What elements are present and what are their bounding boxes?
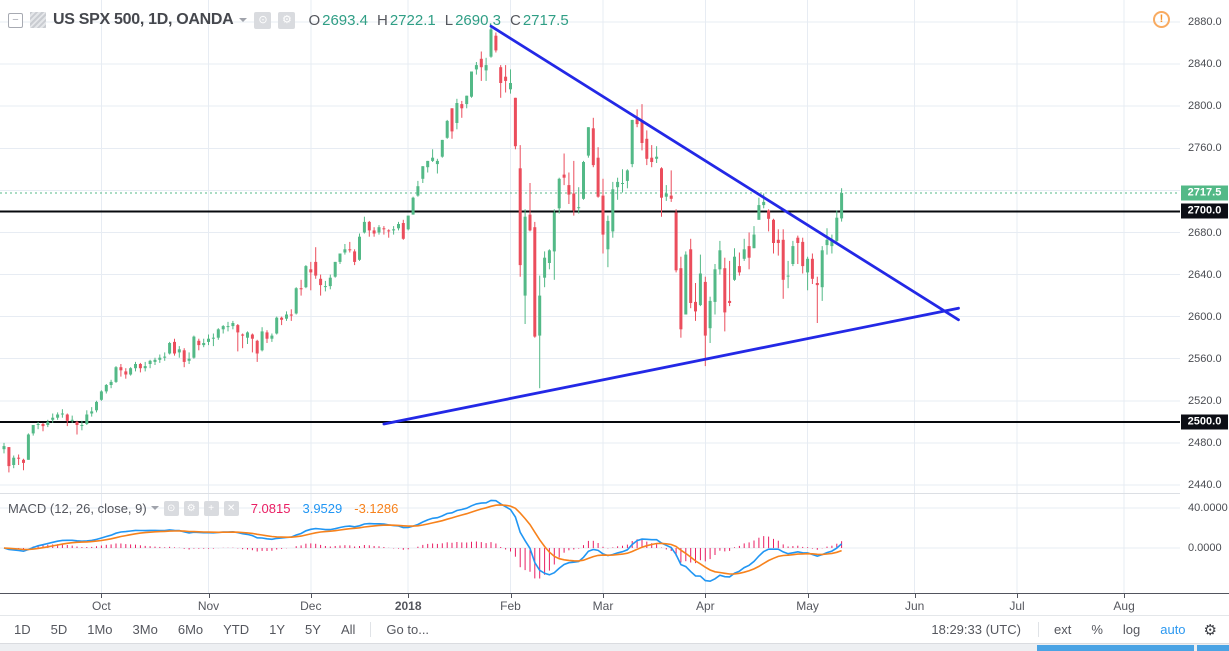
log-scale-button[interactable]: log	[1122, 622, 1141, 637]
time-axis-label: Apr	[695, 599, 715, 613]
time-axis-tick	[1017, 594, 1018, 598]
open-value: 2693.4	[322, 11, 368, 29]
time-axis-label: Mar	[592, 599, 614, 613]
toolbar-separator	[1037, 622, 1039, 637]
goto-button[interactable]: Go to...	[386, 622, 430, 637]
chart-settings-gear-icon[interactable]: ⚙	[1203, 621, 1217, 639]
trendlines[interactable]	[382, 24, 960, 426]
macd-line	[3, 499, 843, 583]
time-axis-tick	[510, 594, 512, 598]
range-button-1mo[interactable]: 1Mo	[87, 622, 113, 637]
time-axis[interactable]: Oct Nov Dec 2018 Feb Mar Apr May Jun Jul Aug	[0, 593, 1229, 615]
session-clock: 18:29:33 (UTC)	[931, 622, 1021, 637]
macd-axis-label: 40.0000	[1188, 502, 1228, 514]
time-axis-tick	[705, 594, 707, 598]
candlesticks	[2, 25, 844, 473]
time-axis-label: May	[796, 599, 819, 613]
time-axis-tick	[101, 594, 103, 598]
symbol-logo-icon	[30, 12, 46, 28]
time-axis-tick	[408, 594, 410, 598]
indicator-close-icon[interactable]: ✕	[223, 500, 239, 516]
warning-icon[interactable]: !	[1153, 11, 1170, 28]
indicator-header: MACD (12, 26, close, 9) ⊙ ⚙ + ✕ 7.0815 3…	[8, 500, 398, 516]
level-price-label: 2700.0	[1181, 203, 1228, 219]
level-price-label: 2500.0	[1181, 414, 1228, 430]
ohlc-values: O 2693.4 H 2722.1 L 2690.3 C 2717.5	[308, 12, 568, 29]
range-button-3mo[interactable]: 3Mo	[132, 622, 158, 637]
scrollbar-thumb-end[interactable]	[1197, 645, 1229, 651]
open-label: O	[308, 11, 321, 29]
scrollbar-thumb[interactable]	[1037, 645, 1194, 651]
indicator-add-icon[interactable]: +	[203, 500, 219, 516]
time-axis-label: Feb	[500, 599, 521, 613]
symbol-title[interactable]: US SPX 500, 1D, OANDA	[53, 11, 234, 28]
range-button-ytd[interactable]: YTD	[223, 622, 250, 637]
price-axis[interactable]: 2880.0 2840.0 2800.0 2760.0 2680.0 2640.0 2600…	[1180, 0, 1229, 593]
price-axis-label: 2520.0	[1188, 394, 1222, 407]
time-axis-label: Jul	[1009, 599, 1025, 613]
high-value: 2722.1	[389, 11, 436, 29]
low-label: L	[444, 11, 454, 29]
toolbar-separator	[370, 622, 372, 637]
range-button-5d[interactable]: 5D	[50, 622, 68, 637]
price-axis-label: 2480.0	[1188, 436, 1222, 449]
time-axis-tick	[807, 594, 809, 598]
hide-series-icon[interactable]: ⊙	[254, 11, 272, 29]
time-axis-label: 2018	[394, 599, 422, 613]
price-axis-label: 2800.0	[1188, 100, 1222, 113]
macd-histogram-value: 7.0815	[250, 500, 291, 516]
chevron-down-icon[interactable]	[150, 506, 159, 510]
price-axis-label: 2440.0	[1188, 479, 1222, 491]
macd-axis-label: 0.0000	[1188, 542, 1222, 554]
price-axis-label: 2560.0	[1188, 352, 1222, 365]
indicator-settings-gear-icon[interactable]: ⚙	[183, 500, 199, 516]
collapse-pane-icon[interactable]: −	[8, 12, 23, 28]
range-buttons-group: 1D 5D 1Mo 3Mo 6Mo YTD 1Y 5Y All	[4, 622, 365, 637]
close-value: 2717.5	[522, 11, 569, 29]
range-button-all[interactable]: All	[340, 622, 356, 637]
percent-scale-button[interactable]: %	[1091, 622, 1103, 637]
macd-signal-value: -3.1286	[354, 500, 399, 516]
series-settings-gear-icon[interactable]: ⚙	[278, 11, 296, 29]
macd-signal-line	[3, 504, 842, 575]
range-button-1d[interactable]: 1D	[14, 622, 31, 637]
price-axis-label: 2880.0	[1188, 16, 1222, 28]
macd-line-value: 3.9529	[302, 500, 343, 516]
time-axis-tick	[1124, 594, 1126, 598]
time-axis-tick	[310, 594, 312, 598]
range-button-6mo[interactable]: 6Mo	[177, 622, 204, 637]
time-axis-label: Jun	[905, 599, 925, 613]
range-button-5y[interactable]: 5Y	[305, 622, 321, 637]
time-axis-label: Oct	[92, 599, 111, 613]
grid-lines	[0, 0, 1180, 593]
price-axis-label: 2680.0	[1188, 226, 1222, 239]
price-axis-label: 2600.0	[1188, 310, 1222, 323]
bottom-toolbar: 1D 5D 1Mo 3Mo 6Mo YTD 1Y 5Y All Go to... 18:29:3…	[0, 615, 1229, 643]
price-axis-label: 2760.0	[1188, 142, 1222, 155]
time-axis-label: Dec	[300, 599, 322, 613]
chart-canvas[interactable]	[0, 0, 1229, 593]
price-axis-label: 2640.0	[1188, 268, 1222, 281]
ext-hours-button[interactable]: ext	[1053, 622, 1072, 637]
chevron-down-icon[interactable]	[239, 18, 248, 22]
time-axis-tick	[208, 594, 210, 598]
range-button-1y[interactable]: 1Y	[269, 622, 286, 637]
time-axis-tick	[914, 594, 916, 598]
price-axis-label: 2840.0	[1188, 58, 1222, 71]
symbol-header: − US SPX 500, 1D, OANDA ⊙ ⚙ O 2693.4 H 272…	[8, 9, 569, 31]
time-axis-label: Nov	[197, 599, 220, 613]
horizontal-level-lines[interactable]	[0, 210, 1180, 423]
last-price-label: 2717.5	[1181, 185, 1228, 201]
indicator-hide-icon[interactable]: ⊙	[163, 500, 179, 516]
time-axis-tick	[603, 594, 604, 598]
indicator-label: MACD (12, 26, close, 9)	[8, 500, 147, 516]
auto-scale-button[interactable]: auto	[1160, 622, 1186, 637]
horizontal-scrollbar[interactable]	[0, 643, 1229, 651]
close-label: C	[509, 11, 521, 29]
time-axis-label: Aug	[1113, 599, 1135, 613]
low-value: 2690.3	[455, 11, 501, 29]
high-label: H	[377, 11, 388, 29]
